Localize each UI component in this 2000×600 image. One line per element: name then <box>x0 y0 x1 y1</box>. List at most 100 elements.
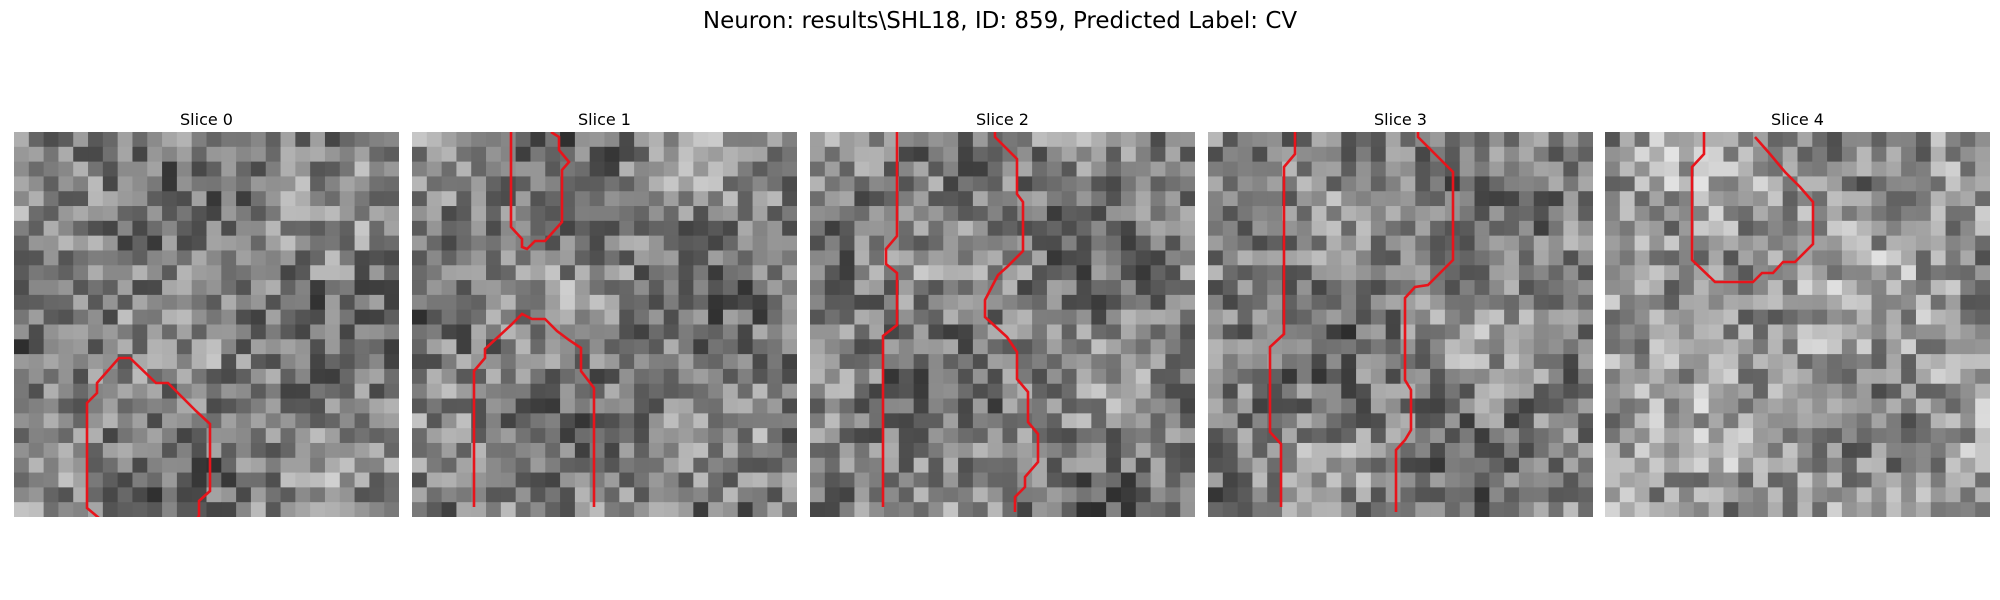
pixel <box>325 221 340 236</box>
pixel <box>1842 399 1857 414</box>
pixel <box>693 384 708 399</box>
pixel <box>1519 236 1534 251</box>
pixel <box>1664 236 1679 251</box>
pixel <box>1504 325 1519 340</box>
pixel <box>1664 458 1679 473</box>
pixel <box>1047 428 1062 443</box>
pixel <box>1430 236 1445 251</box>
pixel <box>266 428 281 443</box>
pixel <box>767 191 782 206</box>
pixel <box>1519 458 1534 473</box>
pixel <box>634 473 649 488</box>
pixel <box>753 206 768 221</box>
pixel <box>738 399 753 414</box>
pixel <box>605 221 620 236</box>
pixel <box>753 502 768 517</box>
pixel <box>177 206 192 221</box>
pixel <box>1812 443 1827 458</box>
pixel <box>1062 191 1077 206</box>
pixel <box>1165 221 1180 236</box>
pixel <box>251 250 266 265</box>
pixel <box>73 132 88 147</box>
pixel <box>1091 310 1106 325</box>
pixel <box>1886 325 1901 340</box>
pixel <box>486 458 501 473</box>
pixel <box>251 487 266 502</box>
pixel <box>427 295 442 310</box>
pixel <box>1753 339 1768 354</box>
pixel <box>914 384 929 399</box>
pixel <box>1238 502 1253 517</box>
slice-title: Slice 2 <box>810 108 1195 132</box>
pixel <box>1768 176 1783 191</box>
pixel <box>1563 280 1578 295</box>
pixel <box>1312 310 1327 325</box>
pixel <box>1783 191 1798 206</box>
pixel <box>1563 250 1578 265</box>
pixel <box>177 413 192 428</box>
pixel <box>1872 191 1887 206</box>
pixel <box>147 236 162 251</box>
pixel <box>486 310 501 325</box>
pixel <box>1886 339 1901 354</box>
pixel <box>545 428 560 443</box>
pixel <box>412 176 427 191</box>
pixel <box>1121 354 1136 369</box>
pixel <box>1371 206 1386 221</box>
pixel <box>693 295 708 310</box>
pixel <box>1709 487 1724 502</box>
pixel <box>810 354 825 369</box>
pixel <box>1475 221 1490 236</box>
pixel <box>1223 295 1238 310</box>
pixel <box>1208 236 1223 251</box>
pixel <box>973 221 988 236</box>
pixel <box>1901 399 1916 414</box>
pixel <box>1136 473 1151 488</box>
pixel <box>1768 487 1783 502</box>
pixel <box>1341 147 1356 162</box>
pixel <box>943 487 958 502</box>
pixel <box>693 443 708 458</box>
pixel <box>767 487 782 502</box>
pixel <box>295 413 310 428</box>
pixel <box>1857 236 1872 251</box>
pixel <box>1694 487 1709 502</box>
pixel <box>1605 236 1620 251</box>
pixel <box>738 325 753 340</box>
pixel <box>355 428 370 443</box>
pixel <box>825 458 840 473</box>
pixel <box>1267 191 1282 206</box>
pixel <box>251 502 266 517</box>
pixel <box>369 295 384 310</box>
pixel <box>58 250 73 265</box>
pixel <box>1252 295 1267 310</box>
pixel <box>988 502 1003 517</box>
pixel <box>1872 325 1887 340</box>
pixel <box>236 384 251 399</box>
pixel <box>1312 399 1327 414</box>
pixel <box>605 413 620 428</box>
pixel <box>207 147 222 162</box>
pixel <box>1872 399 1887 414</box>
pixel <box>29 399 44 414</box>
pixel <box>1812 399 1827 414</box>
pixel <box>1534 206 1549 221</box>
pixel <box>1738 250 1753 265</box>
pixel <box>118 265 133 280</box>
pixel <box>1664 354 1679 369</box>
pixel <box>412 458 427 473</box>
pixel <box>192 162 207 177</box>
pixel <box>1578 265 1593 280</box>
pixel <box>840 280 855 295</box>
pixel <box>1812 206 1827 221</box>
pixel <box>958 221 973 236</box>
pixel <box>530 502 545 517</box>
pixel <box>310 236 325 251</box>
pixel <box>1386 428 1401 443</box>
pixel-grid <box>810 132 1195 517</box>
pixel <box>1151 325 1166 340</box>
pixel <box>88 236 103 251</box>
pixel <box>1649 325 1664 340</box>
pixel <box>1723 310 1738 325</box>
pixel <box>1017 162 1032 177</box>
